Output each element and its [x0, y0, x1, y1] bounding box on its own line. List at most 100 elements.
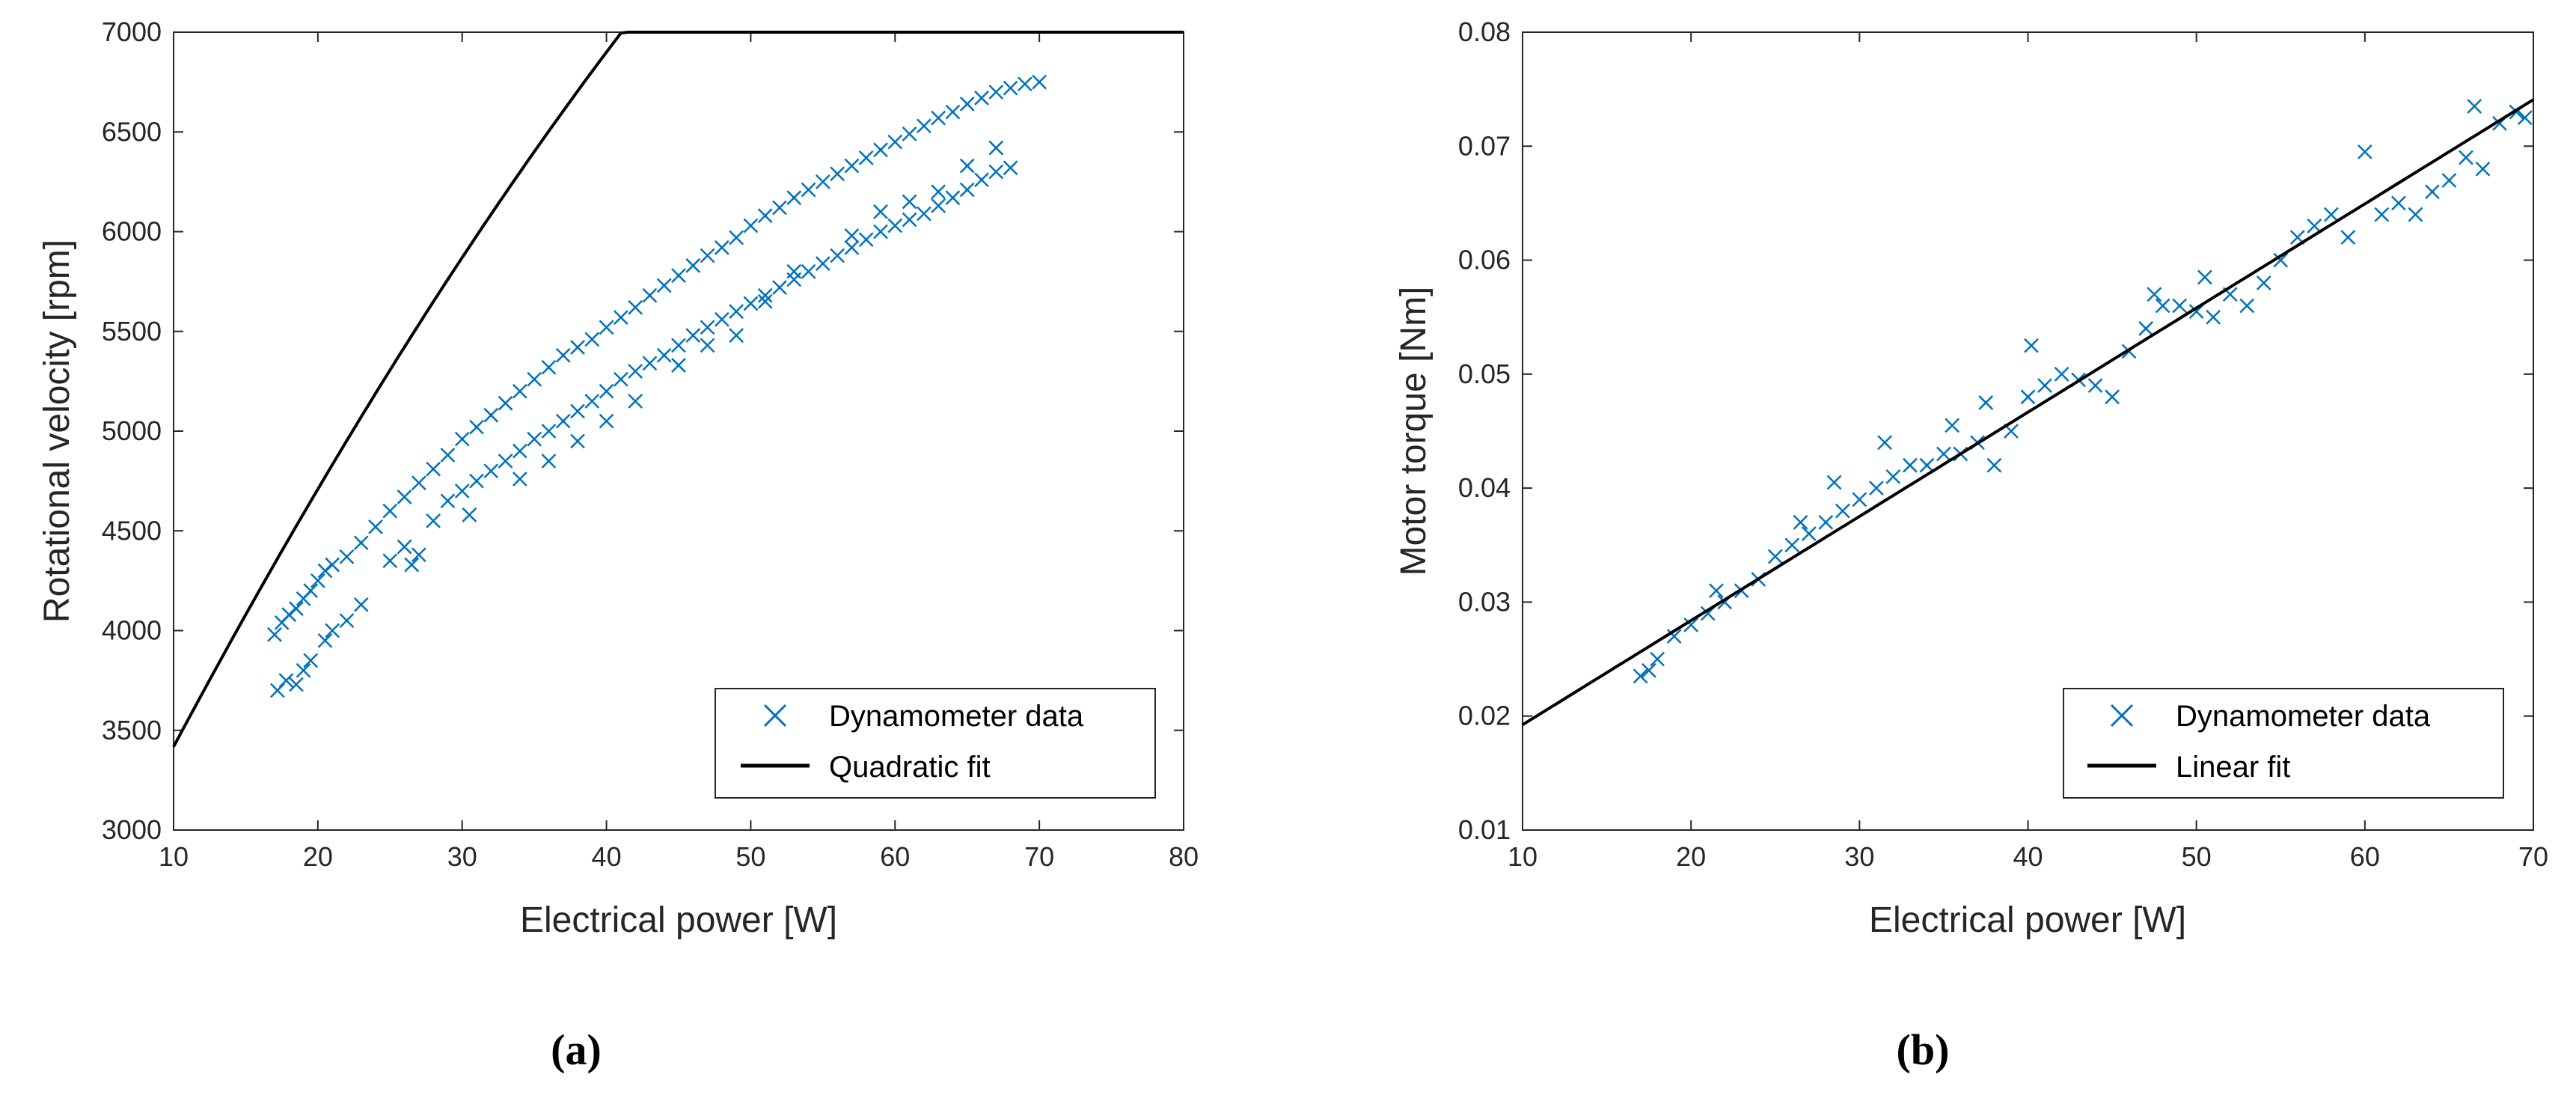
- data-point: [844, 240, 860, 255]
- data-point: [2467, 99, 2482, 114]
- data-point: [599, 320, 614, 335]
- data-point: [1784, 537, 1800, 553]
- data-point: [931, 198, 946, 213]
- data-point: [1868, 481, 1884, 496]
- data-point: [2425, 184, 2440, 200]
- x-tick-label: 70: [1024, 841, 1054, 872]
- data-point: [628, 364, 643, 379]
- data-point: [599, 413, 614, 429]
- data-point: [570, 340, 585, 355]
- x-tick-label: 70: [2518, 841, 2548, 872]
- data-point: [714, 311, 729, 327]
- data-point: [541, 424, 557, 439]
- data-point: [512, 443, 527, 459]
- data-point: [570, 403, 585, 419]
- data-point: [700, 338, 715, 353]
- data-point: [1032, 74, 1047, 90]
- data-point: [498, 395, 513, 411]
- data-point: [382, 553, 398, 569]
- data-point: [656, 278, 672, 293]
- data-point: [469, 473, 484, 489]
- legend-label-fit: Quadratic fit: [829, 751, 991, 784]
- data-point: [945, 104, 961, 120]
- data-point: [873, 224, 888, 240]
- data-point: [440, 493, 456, 509]
- y-tick-label: 0.03: [1458, 586, 1511, 617]
- data-point: [289, 601, 304, 617]
- data-point: [1641, 662, 1656, 678]
- y-tick-label: 4000: [102, 615, 162, 646]
- x-tick-label: 10: [159, 841, 189, 872]
- data-point: [931, 184, 946, 200]
- x-tick-label: 20: [303, 841, 333, 872]
- data-point: [743, 218, 759, 234]
- data-point: [541, 454, 557, 469]
- data-point: [2273, 252, 2289, 268]
- data-point: [2256, 275, 2271, 290]
- fit-line-quadratic: [172, 31, 1184, 748]
- legend: Dynamometer data Quadratic fit: [715, 688, 1156, 799]
- data-point: [512, 383, 527, 399]
- data-point: [1852, 492, 1867, 507]
- data-point: [1793, 514, 1808, 530]
- y-tick-label: 0.06: [1458, 245, 1511, 275]
- data-point: [2037, 378, 2052, 393]
- chart-motor-torque: 10 20 30 40 50 60 70 0.010.020.030.040.050.060…: [1394, 16, 2548, 1074]
- data-point: [2020, 389, 2036, 405]
- data-point: [339, 549, 355, 564]
- data-point: [527, 431, 542, 447]
- y-tick-label: 0.04: [1458, 472, 1511, 503]
- data-point: [1003, 80, 1018, 96]
- data-point: [483, 407, 499, 423]
- data-point: [988, 85, 1004, 100]
- y-tick-label: 0.01: [1458, 814, 1511, 845]
- x-axis: 10 20 30 40 50 60 70 80: [159, 32, 1199, 872]
- y-tick-label: 0.05: [1458, 359, 1511, 389]
- data-point: [2374, 207, 2390, 222]
- data-point: [700, 248, 715, 263]
- data-point: [278, 673, 294, 689]
- data-point: [411, 475, 426, 491]
- data-point: [757, 287, 773, 303]
- data-point: [1835, 503, 1850, 519]
- data-point: [613, 310, 628, 325]
- x-tick-label: 50: [2182, 841, 2212, 872]
- data-point: [844, 228, 860, 243]
- x-tick-label: 20: [1676, 841, 1706, 872]
- data-point: [2087, 378, 2103, 393]
- data-point: [685, 257, 701, 273]
- data-point: [469, 419, 484, 435]
- data-point: [671, 268, 686, 284]
- data-point: [2206, 309, 2221, 325]
- data-point: [325, 623, 340, 638]
- data-point: [858, 232, 874, 248]
- data-point: [1978, 395, 1994, 410]
- data-point: [426, 461, 441, 477]
- y-tick-label: 0.08: [1458, 16, 1511, 47]
- y-tick-label: 6000: [102, 216, 162, 247]
- legend-box: [2063, 688, 2504, 799]
- data-point: [2390, 195, 2406, 211]
- data-point: [801, 263, 816, 279]
- chart-rotational-velocity: 10 20 30 40 50 60 70 80 3000 3500 4000 4500 5000 550…: [37, 16, 1199, 1074]
- x-tick-label: 30: [447, 841, 477, 872]
- data-point: [2357, 144, 2372, 159]
- data-point: [902, 212, 917, 228]
- data-point: [815, 256, 830, 272]
- data-point: [440, 448, 456, 463]
- y-axis-title: Rotational velocity [rpm]: [37, 240, 77, 623]
- data-point: [1633, 668, 1648, 684]
- data-point: [1826, 475, 1842, 490]
- data-point: [830, 166, 845, 182]
- data-point: [1885, 469, 1901, 484]
- data-point: [729, 304, 744, 319]
- data-point: [2239, 298, 2255, 314]
- data-point: [2517, 110, 2533, 126]
- data-point: [2155, 298, 2170, 314]
- data-point: [887, 218, 903, 234]
- data-point: [2475, 161, 2491, 177]
- data-point: [801, 182, 816, 198]
- y-tick-label: 3000: [102, 814, 162, 845]
- data-point: [671, 338, 686, 353]
- data-point: [2147, 287, 2162, 302]
